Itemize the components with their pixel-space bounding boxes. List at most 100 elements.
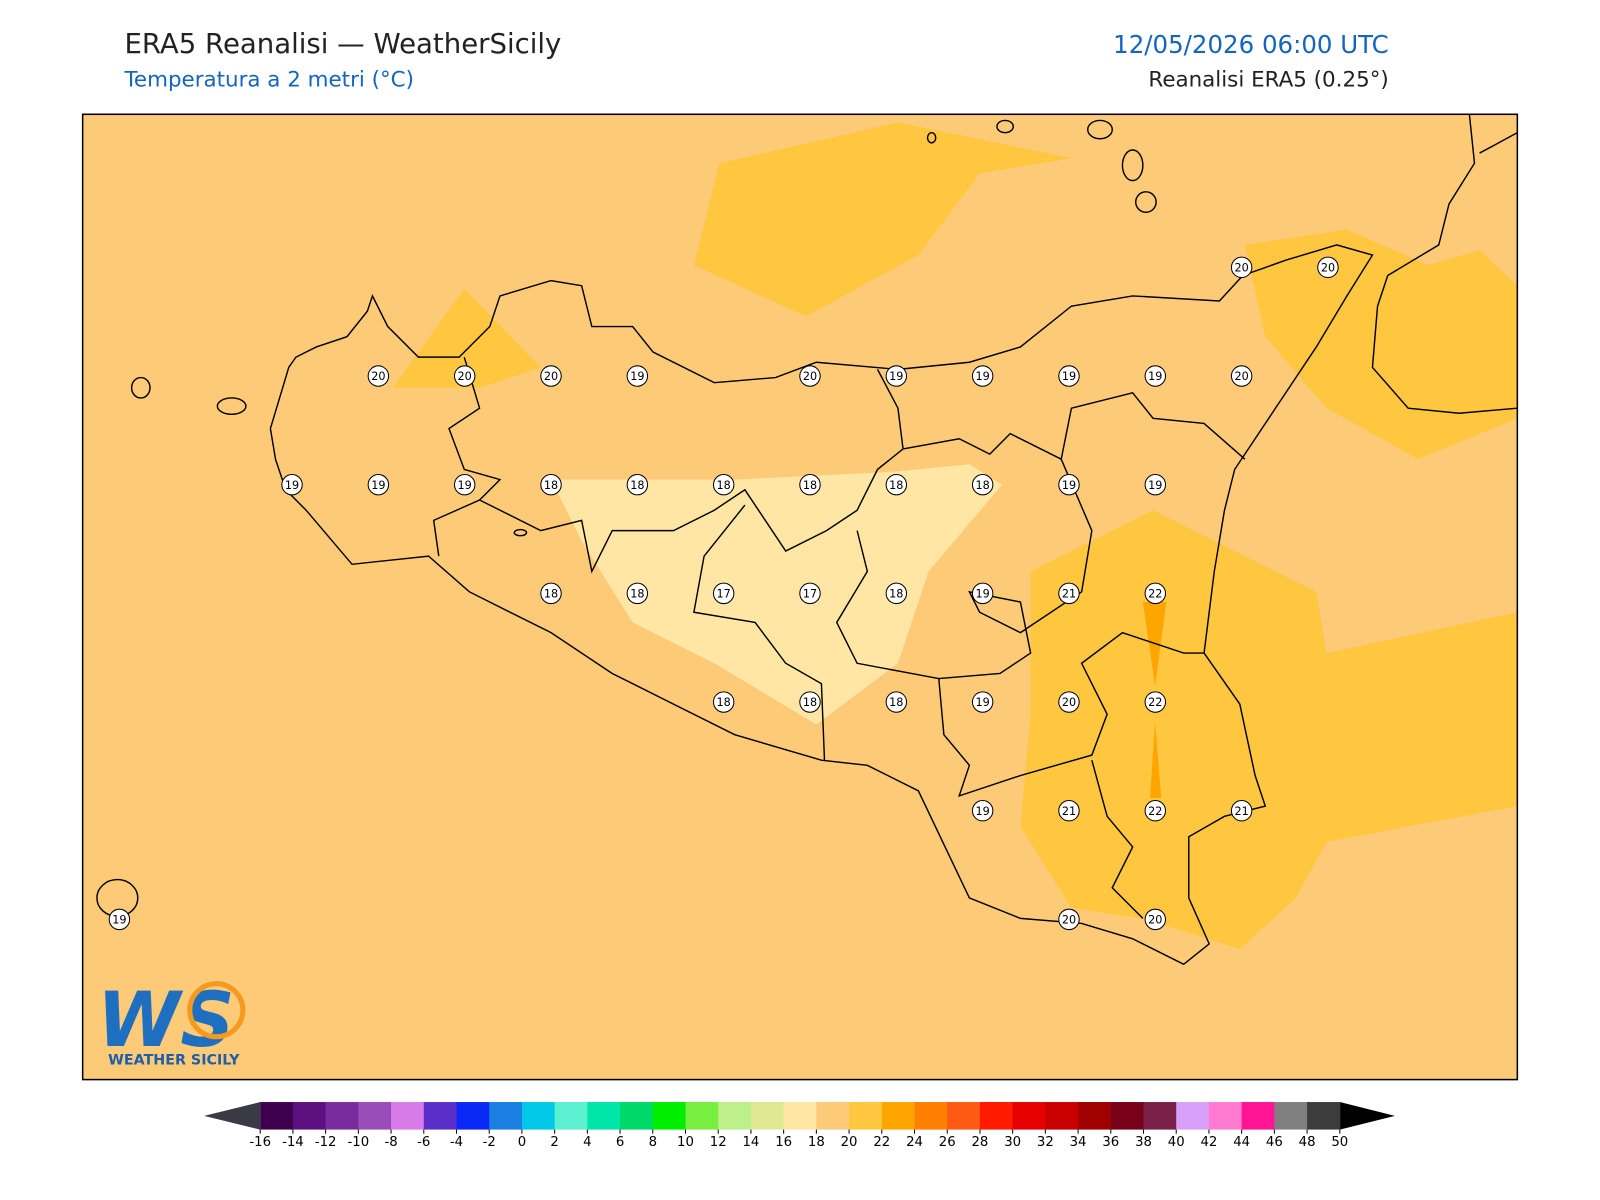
station: 18 <box>885 473 908 496</box>
station-value: 19 <box>1148 479 1162 492</box>
station: 18 <box>626 582 649 605</box>
station: 18 <box>799 473 821 496</box>
colorbar-tick-label: -12 <box>315 1135 337 1150</box>
source: Reanalisi ERA5 (0.25°) <box>1148 68 1388 93</box>
contour-band <box>392 288 541 388</box>
colorbar-tick-label: 4 <box>583 1135 591 1150</box>
station-marker <box>1230 800 1253 822</box>
station-marker <box>885 691 908 713</box>
colorbar: -16 -14 -12 -10 -8 -6 -4 -2 0 2 4 6 8 10 12 14 16 18 20 22 2… <box>204 1102 1395 1150</box>
colorbar-tick-label: 18 <box>808 1135 825 1150</box>
station-value: 18 <box>544 479 558 492</box>
station-marker <box>1058 582 1080 605</box>
station: 20 <box>1058 908 1080 931</box>
station-value: 19 <box>630 370 644 383</box>
colorbar-bin <box>260 1102 294 1130</box>
colorbar-bin <box>1012 1102 1046 1130</box>
colorbar-bin <box>1241 1102 1275 1130</box>
island <box>513 528 528 537</box>
station: 17 <box>712 582 735 605</box>
station: 20 <box>453 365 476 387</box>
station-marker <box>885 582 908 605</box>
colorbar-tick-label: 26 <box>939 1135 956 1150</box>
colorbar-bin <box>1274 1102 1308 1130</box>
station-marker <box>540 473 562 496</box>
station-value: 20 <box>371 370 385 383</box>
colorbar-tick-label: 32 <box>1037 1135 1054 1150</box>
station-marker <box>1058 800 1080 822</box>
station-layer: 20 20 20 20 20 19 20 19 19 19 19 20 19 19 19 18 18 18 18 18… <box>108 256 1339 931</box>
station-marker <box>1144 582 1167 605</box>
station-value: 18 <box>889 587 903 600</box>
station-value: 20 <box>1148 913 1162 926</box>
province-border <box>479 369 904 574</box>
province-border <box>1091 760 1144 919</box>
colorbar-bin <box>1307 1102 1341 1130</box>
station-marker <box>1144 365 1167 387</box>
station-value: 20 <box>1234 370 1248 383</box>
station-value: 18 <box>717 479 731 492</box>
station-value: 19 <box>976 805 990 818</box>
station: 20 <box>367 365 390 387</box>
colorbar-bin <box>292 1102 327 1130</box>
station-value: 18 <box>544 587 558 600</box>
contour-band <box>551 464 1003 725</box>
station-value: 19 <box>976 696 990 709</box>
station-value: 18 <box>889 479 903 492</box>
station-value: 17 <box>717 587 731 600</box>
station: 18 <box>799 691 821 713</box>
colorbar-under <box>204 1102 261 1130</box>
station: 17 <box>799 582 821 605</box>
station-value: 19 <box>1062 479 1076 492</box>
station-value: 19 <box>285 479 299 492</box>
coastline <box>269 244 1374 966</box>
station-marker <box>1317 256 1339 279</box>
colorbar-tick-label: 30 <box>1004 1135 1021 1150</box>
station-value: 21 <box>1062 587 1076 600</box>
station: 18 <box>712 473 735 496</box>
colorbar-tick-label: 12 <box>710 1135 727 1150</box>
station: 18 <box>712 691 735 713</box>
datetime: 12/05/2026 06:00 UTC <box>1113 30 1389 59</box>
station-value: 22 <box>1148 696 1162 709</box>
island <box>926 131 937 144</box>
colorbar-bin <box>456 1102 490 1130</box>
province-border <box>432 356 502 557</box>
station-value: 18 <box>803 479 817 492</box>
island <box>1121 149 1144 182</box>
colorbar-bin <box>325 1102 359 1130</box>
station-value: 19 <box>112 913 126 926</box>
colorbar-bin <box>849 1102 883 1130</box>
colorbar-tick-label: -16 <box>249 1135 271 1150</box>
station-value: 19 <box>371 479 385 492</box>
logo: WS WEATHER SICILY <box>97 976 246 1068</box>
title: ERA5 Reanalisi — WeatherSicily <box>124 28 561 60</box>
station-value: 20 <box>803 370 817 383</box>
station-marker <box>1058 365 1080 387</box>
colorbar-bin <box>881 1102 916 1130</box>
station-marker <box>799 473 821 496</box>
colorbar-tick-label: 48 <box>1299 1135 1316 1150</box>
island <box>130 376 151 399</box>
station-value: 19 <box>1148 370 1162 383</box>
station: 19 <box>453 473 476 496</box>
station: 18 <box>971 473 994 496</box>
colorbar-bin <box>1078 1102 1112 1130</box>
colorbar-bin <box>816 1102 850 1130</box>
station-value: 20 <box>1062 696 1076 709</box>
station-value: 19 <box>458 479 472 492</box>
colorbar-over <box>1339 1102 1395 1130</box>
station-value: 19 <box>1062 370 1076 383</box>
subtitle: Temperatura a 2 metri (°C) <box>123 68 413 93</box>
colorbar-bin <box>947 1102 981 1130</box>
station: 18 <box>540 582 562 605</box>
station-marker <box>367 365 390 387</box>
station: 20 <box>540 365 562 387</box>
station-marker <box>885 365 908 387</box>
station: 19 <box>1058 365 1080 387</box>
colorbar-bin <box>554 1102 588 1130</box>
colorbar-tick-label: 0 <box>518 1135 526 1150</box>
station: 21 <box>1058 582 1080 605</box>
station: 19 <box>1144 473 1167 496</box>
station-marker <box>971 365 994 387</box>
